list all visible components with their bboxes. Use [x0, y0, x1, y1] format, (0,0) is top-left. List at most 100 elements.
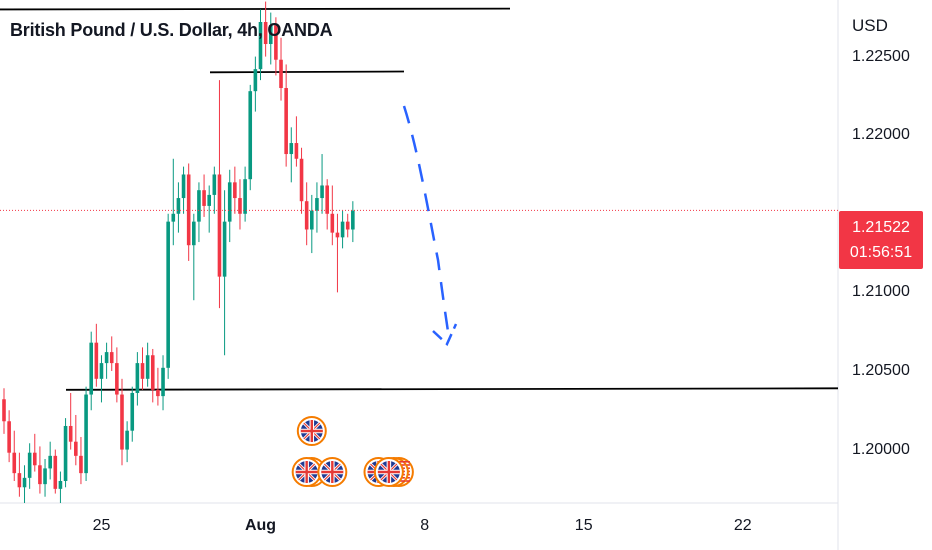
candle[interactable]: [325, 179, 329, 230]
candle[interactable]: [227, 169, 232, 243]
candle[interactable]: [99, 355, 104, 403]
flag-cross-red: [295, 461, 318, 483]
candle-body: [17, 473, 22, 488]
candle-body: [330, 213, 335, 233]
candle[interactable]: [289, 127, 294, 183]
candle[interactable]: [2, 388, 6, 434]
us-flag-icon[interactable]: [373, 457, 414, 487]
candle[interactable]: [217, 80, 222, 309]
candle[interactable]: [330, 185, 335, 246]
candle[interactable]: [125, 421, 129, 463]
candle[interactable]: [340, 210, 345, 249]
candle[interactable]: [135, 352, 140, 406]
candle[interactable]: [43, 458, 47, 497]
candle-body: [161, 367, 165, 397]
candle[interactable]: [48, 441, 52, 480]
time-tick-label: 8: [420, 517, 430, 534]
candle[interactable]: [222, 190, 227, 356]
candle-body: [192, 221, 196, 246]
candle[interactable]: [212, 166, 217, 214]
candle-body: [238, 198, 242, 214]
candle[interactable]: [140, 347, 145, 390]
candle[interactable]: [63, 418, 68, 488]
candle[interactable]: [84, 386, 88, 481]
uk-flag-icon[interactable]: [296, 416, 327, 446]
candle[interactable]: [32, 433, 37, 472]
candle[interactable]: [68, 392, 73, 450]
candle[interactable]: [89, 331, 94, 411]
candle-body: [274, 25, 278, 60]
candle[interactable]: [253, 56, 258, 112]
candle[interactable]: [258, 9, 263, 81]
candle-body: [140, 363, 145, 379]
bar-countdown: 01:56:51: [849, 244, 913, 261]
candle[interactable]: [351, 201, 355, 243]
candle[interactable]: [268, 12, 273, 65]
candle[interactable]: [176, 182, 181, 233]
candle[interactable]: [248, 84, 253, 191]
candle-body: [68, 425, 73, 442]
candle[interactable]: [94, 323, 99, 387]
level-line-support[interactable]: [65, 387, 839, 391]
candle[interactable]: [238, 179, 242, 230]
candle[interactable]: [320, 154, 324, 214]
candle-body: [89, 342, 94, 395]
candle[interactable]: [186, 163, 191, 261]
candle[interactable]: [304, 182, 309, 246]
candle[interactable]: [315, 182, 319, 233]
candle[interactable]: [58, 471, 63, 503]
candle[interactable]: [145, 342, 150, 387]
candle[interactable]: [150, 348, 155, 403]
candle[interactable]: [17, 452, 22, 497]
time-tick-label: 25: [92, 517, 111, 534]
candles[interactable]: [2, 1, 355, 503]
candle[interactable]: [104, 342, 109, 379]
currency-label: USD: [852, 16, 888, 35]
candle[interactable]: [115, 347, 119, 403]
candle[interactable]: [38, 446, 42, 494]
uk-flag-icon[interactable]: [317, 457, 348, 487]
candle[interactable]: [22, 465, 27, 503]
candle[interactable]: [310, 194, 314, 254]
candle[interactable]: [79, 436, 83, 485]
candle[interactable]: [120, 378, 124, 466]
candle[interactable]: [192, 213, 196, 301]
candle[interactable]: [243, 166, 247, 222]
candle-body: [48, 455, 52, 469]
candle-body: [263, 22, 268, 45]
candle[interactable]: [109, 336, 114, 371]
candle[interactable]: [263, 1, 268, 57]
candle[interactable]: [12, 430, 17, 481]
candle[interactable]: [181, 166, 186, 214]
candle[interactable]: [197, 182, 201, 243]
price-tick-label: 1.20500: [852, 361, 910, 379]
candle[interactable]: [156, 367, 160, 406]
candle[interactable]: [166, 213, 170, 379]
candle[interactable]: [171, 158, 176, 246]
candle-body: [104, 352, 109, 364]
candle-body: [166, 221, 170, 368]
candle[interactable]: [74, 414, 78, 466]
candle[interactable]: [294, 116, 299, 167]
candle-body: [268, 25, 273, 45]
candle[interactable]: [345, 213, 350, 238]
candle[interactable]: [284, 64, 288, 167]
candle[interactable]: [299, 147, 304, 214]
candle[interactable]: [161, 355, 165, 411]
candle[interactable]: [279, 37, 283, 101]
candle[interactable]: [53, 449, 58, 494]
economic-events[interactable]: [291, 416, 414, 487]
level-line-resistance-mid[interactable]: [209, 70, 405, 74]
candle[interactable]: [130, 386, 135, 442]
candle[interactable]: [7, 410, 11, 463]
candle[interactable]: [233, 166, 237, 214]
candle[interactable]: [27, 443, 32, 489]
time-tick-label: 15: [574, 517, 593, 534]
level-line-resistance-high[interactable]: [0, 7, 511, 11]
candle[interactable]: [207, 185, 211, 233]
candle-body: [345, 221, 350, 230]
candle-body: [120, 394, 124, 450]
candle[interactable]: [274, 17, 278, 76]
candle[interactable]: [335, 213, 340, 293]
